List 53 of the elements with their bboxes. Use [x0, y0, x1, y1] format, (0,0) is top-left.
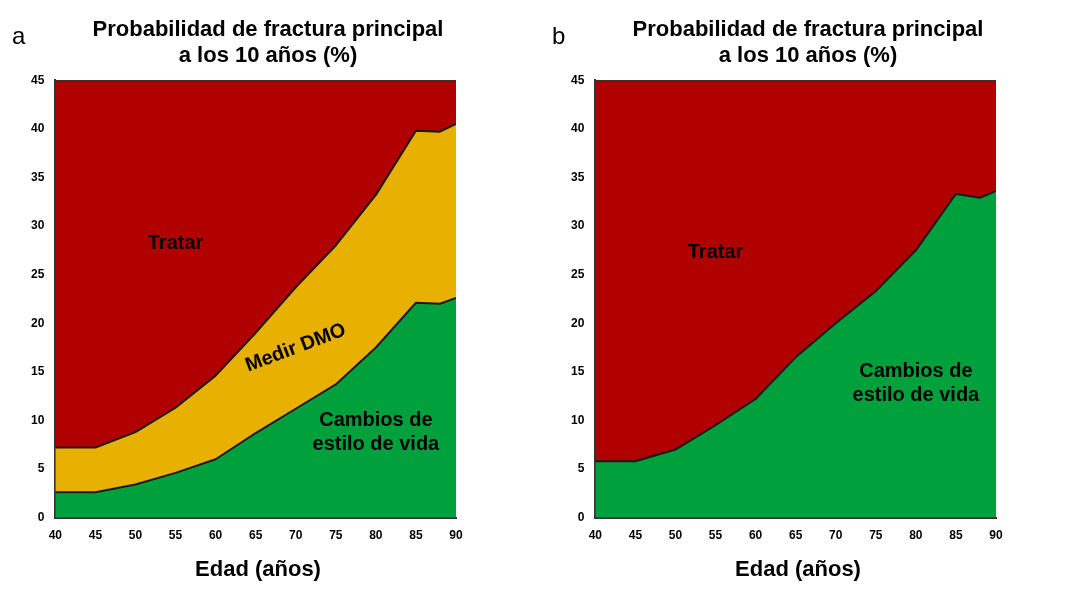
y-tick-label: 25 [30, 266, 45, 281]
y-tick-label: 10 [30, 412, 45, 427]
x-tick-label: 55 [168, 528, 183, 543]
text: a [12, 22, 26, 50]
y-tick-label: 5 [37, 461, 45, 476]
x-axis-title: Edad (años) [194, 556, 322, 582]
y-tick-label: 20 [570, 315, 585, 330]
y-tick-label: 10 [570, 412, 585, 427]
chart-title: Probabilidad de fractura principal a los 10 años (%) [631, 16, 985, 68]
x-tick-label: 90 [449, 528, 463, 543]
x-tick-label: 65 [788, 528, 803, 543]
y-tick-label: 0 [37, 509, 45, 524]
x-axis-title: Edad (años) [734, 556, 862, 582]
x-tick-label: 80 [369, 528, 383, 543]
y-tick-label: 0 [577, 509, 585, 524]
x-tick-label: 50 [128, 528, 143, 543]
series-label: Tratar [147, 231, 204, 254]
y-tick-label: 30 [570, 218, 585, 233]
x-tick-label: 70 [829, 528, 843, 543]
series-label: Cambios de estilo de vida [852, 359, 981, 406]
y-tick-label: 45 [30, 72, 45, 87]
x-tick-label: 65 [248, 528, 263, 543]
x-tick-label: 85 [949, 528, 963, 543]
x-tick-label: 40 [48, 528, 63, 543]
y-tick-label: 15 [30, 364, 45, 379]
y-tick-label: 30 [30, 218, 45, 233]
y-tick-label: 45 [570, 72, 585, 87]
x-tick-label: 75 [869, 528, 883, 543]
x-tick-label: 45 [88, 528, 103, 543]
x-tick-label: 45 [628, 528, 643, 543]
series-label: Tratar [687, 240, 744, 263]
y-tick-label: 15 [570, 364, 585, 379]
text: b [552, 22, 566, 50]
x-tick-label: 55 [708, 528, 723, 543]
x-tick-label: 90 [989, 528, 1003, 543]
x-tick-label: 80 [909, 528, 923, 543]
y-tick-label: 5 [577, 461, 585, 476]
y-tick-label: 40 [30, 121, 45, 136]
x-tick-label: 40 [588, 528, 603, 543]
x-tick-label: 75 [329, 528, 343, 543]
y-tick-label: 20 [30, 315, 45, 330]
x-tick-label: 50 [668, 528, 683, 543]
y-tick-label: 40 [570, 121, 585, 136]
series-label: Cambios de estilo de vida [312, 408, 441, 455]
x-tick-label: 60 [748, 528, 763, 543]
x-tick-label: 60 [208, 528, 223, 543]
y-tick-label: 25 [570, 266, 585, 281]
y-tick-label: 35 [570, 169, 585, 184]
series-label: Medir DMO [241, 317, 349, 376]
y-tick-label: 35 [30, 169, 45, 184]
x-tick-label: 85 [409, 528, 423, 543]
chart-title: Probabilidad de fractura principal a los 10 años (%) [91, 16, 445, 68]
x-tick-label: 70 [289, 528, 303, 543]
